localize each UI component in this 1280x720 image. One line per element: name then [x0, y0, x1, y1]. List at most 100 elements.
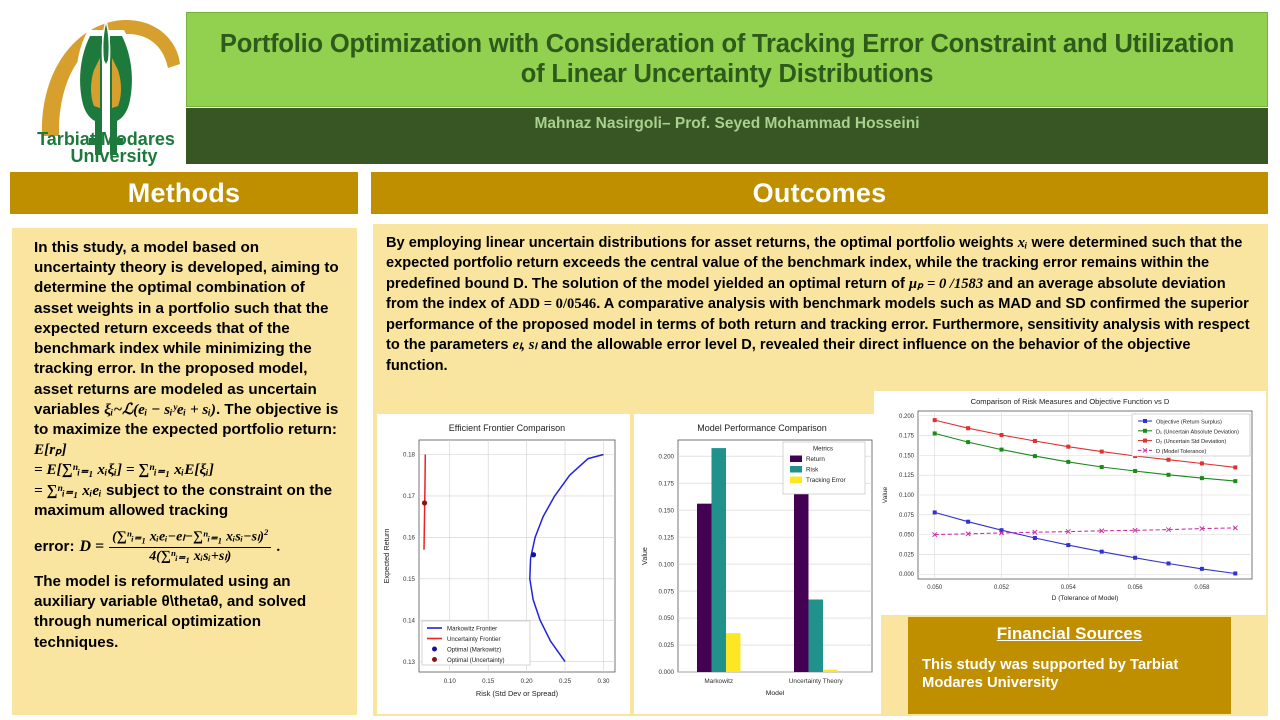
chart3-legend-label: D (Model Tolerance)	[1156, 449, 1206, 455]
chart3-ytick-label: 0.150	[899, 453, 915, 459]
financial-sources-title: Financial Sources	[996, 624, 1143, 643]
chart3-series-d-uncertain-absolute-deviation--marker	[1066, 459, 1071, 464]
chart1-series-uncertainty-frontier	[423, 454, 427, 550]
chart2-bar-uncertainty-theory-return	[793, 490, 809, 672]
chart1-series-markowitz-frontier	[529, 453, 604, 663]
chart2-legend-label: Tracking Error	[806, 477, 846, 484]
chart-efficient-frontier: Efficient Frontier Comparison 0.10 0.15 0.…	[377, 414, 630, 714]
chart3-series-objective-return-surplus--marker	[1199, 566, 1204, 571]
section-header-methods: Methods	[10, 172, 358, 214]
chart1-legend-label: Uncertainty Frontier	[447, 636, 501, 643]
chart3-series-d-uncertain-absolute-deviation--marker	[999, 447, 1004, 452]
chart1-ytick-label: 0.15	[403, 576, 416, 583]
chart2-legend-swatch	[790, 476, 802, 483]
logo-line1: Tarbiat Modares	[37, 129, 175, 149]
chart3-xtick-label: 0.050	[927, 585, 943, 591]
chart3-xtick-label: 0.056	[1128, 585, 1144, 591]
chart3-xtick-label: 0.058	[1194, 585, 1210, 591]
chart2-legend-title: Metrics	[813, 446, 833, 453]
chart2-bar-uncertainty-theory-risk	[808, 599, 823, 672]
chart1-marker-optimal-uncertainty-	[421, 500, 428, 506]
chart2-title: Model Performance Comparison	[697, 423, 827, 433]
chart3-series-d-uncertain-std-deviation--marker	[1032, 438, 1037, 443]
outcomes-value-mu: μₚ = 0 /1583	[908, 275, 984, 292]
chart3-series-d-uncertain-absolute-deviation--marker	[1099, 465, 1104, 470]
chart3-ytick-label: 0.175	[899, 434, 915, 440]
error-label: error:	[34, 537, 75, 555]
methods-distribution-formula: ξᵢ~ℒ(eᵢ − sᵢʸeᵢ + sᵢ)	[104, 400, 216, 418]
chart-model-performance: Model Performance Comparison 0.000 0.025 0…	[634, 414, 881, 714]
chart2-ytick-label: 0.200	[659, 453, 675, 460]
chart3-series-d-model-tolerance--marker	[998, 530, 1005, 536]
chart3-ytick-label: 0.125	[899, 473, 915, 479]
chart2-bar-uncertainty-theory-tracking-error	[822, 669, 838, 672]
chart2-yaxis-label: Value	[640, 547, 649, 565]
financial-sources-body: This study was supported by Tarbiat Moda…	[922, 657, 1179, 692]
outcomes-text-5: and the allowable error level D, reveale…	[386, 337, 1191, 374]
poster-author-band: Mahnaz Nasirgoli– Prof. Seyed Mohammad H…	[186, 108, 1268, 164]
chart3-series-d-model-tolerance--marker	[1132, 527, 1138, 533]
chart3-legend-swatch	[1143, 419, 1147, 423]
methods-panel: In this study, a model based on uncertai…	[12, 228, 357, 715]
chart3-series-d-uncertain-std-deviation--marker	[1099, 449, 1104, 454]
outcomes-text-1: By employing linear uncertain distributi…	[386, 235, 1014, 251]
chart3-series-objective-return-surplus--marker	[1032, 536, 1037, 541]
chart3-series-objective-return-surplus--marker	[932, 510, 937, 515]
chart3-series-objective-return-surplus-	[934, 511, 1236, 575]
chart3-series-d-uncertain-std-deviation--marker	[966, 426, 971, 431]
chart2-bar-markowitz-tracking-error	[725, 633, 741, 672]
chart1-xaxis-label: Risk (Std Dev or Spread)	[476, 689, 558, 698]
author-list: Mahnaz Nasirgoli– Prof. Seyed Mohammad H…	[534, 115, 920, 132]
chart1-xtick-label: 0.30	[597, 678, 610, 685]
chart3-series-d-uncertain-absolute-deviation--marker	[1133, 468, 1138, 473]
chart2-legend-label: Return	[806, 456, 825, 463]
error-fraction: (∑ⁿᵢ₌₁ xᵢeᵢ−eₗ−∑ⁿᵢ₌₁ xᵢsᵢ−sₗ)2 4(∑ⁿᵢ₌₁ x…	[109, 527, 272, 567]
methods-paragraph-1: In this study, a model based on uncertai…	[34, 239, 339, 418]
chart3-series-d-model-tolerance--marker	[932, 532, 938, 538]
chart1-ytick-label: 0.18	[403, 452, 416, 459]
chart3-legend-label: Objective (Return Surplus)	[1156, 420, 1222, 426]
outcomes-body: By employing linear uncertain distributi…	[386, 233, 1255, 376]
error-denominator: 4(∑ⁿᵢ₌₁ xᵢsᵢ+sₗ)	[149, 549, 232, 565]
chart3-series-d-uncertain-std-deviation--marker	[1166, 457, 1171, 462]
chart3-ytick-label: 0.025	[899, 552, 915, 558]
chart3-series-d-uncertain-absolute-deviation--marker	[966, 440, 971, 445]
chart3-ytick-label: 0.100	[899, 493, 915, 499]
chart3-series-d-model-tolerance--marker	[1099, 528, 1105, 534]
chart3-xaxis-label: D (Tolerance of Model)	[1052, 595, 1119, 602]
chart3-series-d-uncertain-absolute-deviation--marker	[1032, 454, 1037, 459]
chart3-ytick-label: 0.200	[899, 414, 915, 420]
chart1-ytick-label: 0.13	[403, 659, 416, 666]
chart3-series-d-uncertain-std-deviation--marker	[1066, 444, 1071, 449]
methods-paragraph-3: subject to the constraint on the maximum…	[34, 481, 333, 519]
chart3-series-d-uncertain-std-deviation--marker	[1233, 465, 1238, 470]
efficient-frontier-svg: Efficient Frontier Comparison 0.10 0.15 0.…	[377, 414, 630, 714]
chart3-series-d-model-tolerance--marker	[1165, 527, 1172, 533]
chart3-series-d-model-tolerance--marker	[965, 531, 971, 537]
chart3-series-objective-return-surplus--marker	[966, 519, 971, 524]
outcomes-text-3: and an average absolute deviation from t…	[386, 275, 1226, 313]
chart1-xtick-label: 0.20	[521, 678, 534, 685]
methods-paragraph-4: The model is reformulated using an auxil…	[34, 572, 307, 651]
chart1-xtick-label: 0.15	[482, 678, 495, 685]
chart3-series-d-uncertain-std-deviation--marker	[1199, 461, 1204, 466]
chart2-ytick-label: 0.125	[659, 534, 675, 541]
chart3-series-objective-return-surplus--marker	[1233, 571, 1238, 576]
error-lhs: D =	[79, 538, 105, 556]
outcomes-heading: Outcomes	[752, 177, 887, 208]
chart2-xaxis-label: Model	[766, 690, 785, 697]
chart3-ytick-label: 0.075	[899, 513, 915, 519]
chart1-title: Efficient Frontier Comparison	[449, 423, 565, 433]
chart2-bar-markowitz-risk	[711, 448, 726, 672]
logo-line2: University	[70, 146, 157, 166]
chart1-legend-label: Markowitz Frontier	[447, 626, 497, 633]
outcomes-var-xi: xᵢ	[1017, 235, 1028, 251]
chart3-series-d-uncertain-absolute-deviation--marker	[1233, 479, 1238, 484]
chart2-ytick-label: 0.100	[659, 561, 675, 568]
chart1-ytick-label: 0.14	[403, 617, 416, 624]
methods-paragraph-2: . The objective is to maximize the expec…	[34, 400, 339, 438]
outcomes-value-add: ADD = 0/0546	[508, 296, 597, 313]
chart3-series-d-uncertain-absolute-deviation-	[934, 432, 1236, 482]
chart3-series-objective-return-surplus--marker	[1166, 561, 1171, 566]
chart3-ytick-label: 0.050	[899, 533, 915, 539]
